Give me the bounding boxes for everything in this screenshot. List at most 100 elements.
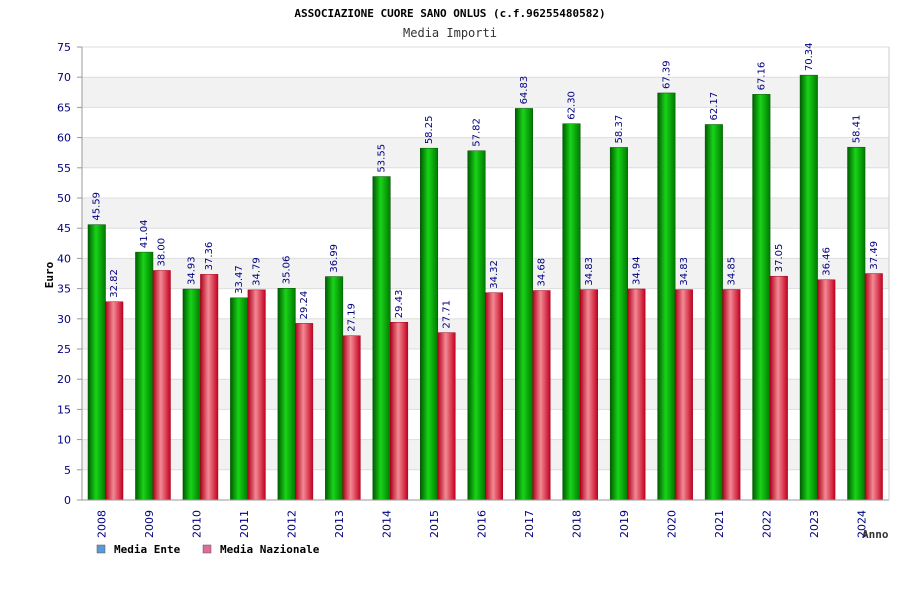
bar-value-label: 34.93: [187, 256, 198, 285]
bar-media-nazionale: [485, 292, 504, 501]
bar-value-label: 58.37: [614, 115, 625, 144]
bar-value-label: 37.05: [774, 244, 785, 273]
y-tick-label: 5: [64, 464, 71, 477]
bar-value-label: 29.43: [394, 290, 405, 319]
bar-value-label: 36.99: [329, 244, 340, 273]
bar-value-label: 34.83: [679, 257, 690, 286]
bar-media-nazionale: [390, 321, 409, 501]
legend-swatch: [96, 544, 106, 554]
bar-value-label: 62.30: [566, 91, 577, 120]
bar-value-label: 58.25: [424, 116, 435, 145]
bar-value-label: 34.85: [726, 257, 737, 286]
axes: [81, 47, 890, 501]
x-tick-label: 2024: [855, 510, 868, 538]
bar-media-ente: [657, 92, 676, 501]
x-tick-label: 2015: [428, 510, 441, 538]
bar-media-ente: [277, 287, 296, 501]
bar-value-label: 34.32: [489, 260, 500, 289]
bar-media-nazionale: [817, 279, 836, 501]
x-tick-label: 2014: [381, 510, 394, 538]
x-tick-label: 2019: [618, 510, 631, 538]
bar-media-nazionale: [579, 289, 598, 501]
bar-media-nazionale: [342, 335, 361, 501]
x-tick-label: 2020: [665, 510, 678, 538]
bar-media-nazionale: [864, 273, 883, 501]
bar-media-ente: [372, 176, 391, 501]
y-tick-label: 25: [57, 343, 71, 356]
bar-value-label: 67.39: [661, 60, 672, 89]
bar-value-label: 27.71: [442, 300, 453, 329]
bar-media-ente: [847, 146, 866, 501]
y-tick-label: 50: [57, 192, 71, 205]
x-tick-label: 2022: [760, 510, 773, 538]
y-tick-label: 45: [57, 222, 71, 235]
y-tick-label: 40: [57, 252, 71, 265]
bar-value-label: 37.49: [869, 241, 880, 270]
legend-swatch: [202, 544, 212, 554]
y-tick-label: 55: [57, 162, 71, 175]
x-tick-label: 2008: [96, 510, 109, 538]
bar-value-label: 58.41: [851, 115, 862, 144]
bar-value-label: 62.17: [709, 92, 720, 121]
x-tick-label: 2016: [476, 510, 489, 538]
bar-value-label: 29.24: [299, 291, 310, 320]
y-tick-label: 20: [57, 373, 71, 386]
y-tick-label: 70: [57, 71, 71, 84]
x-tick-label: 2017: [523, 510, 536, 538]
x-tick-label: 2021: [713, 510, 726, 538]
y-tick-label: 10: [57, 434, 71, 447]
x-axis-label: Anno: [862, 528, 889, 541]
x-tick-label: 2018: [570, 510, 583, 538]
legend-label: Media Ente: [114, 543, 181, 556]
bar-value-label: 27.19: [347, 303, 358, 332]
bar-media-nazionale: [200, 274, 219, 501]
bars: [87, 74, 883, 501]
bar-value-label: 33.47: [234, 265, 245, 294]
bar-media-nazionale: [152, 270, 171, 501]
bar-value-label: 32.82: [109, 269, 120, 298]
legend: Media Ente Media Nazionale: [96, 543, 320, 556]
y-tick-label: 60: [57, 132, 71, 145]
bar-media-ente: [514, 108, 533, 501]
y-tick-label: 30: [57, 313, 71, 326]
bar-media-nazionale: [769, 275, 788, 501]
bar-value-label: 34.68: [536, 258, 547, 287]
bar-media-ente: [467, 150, 486, 501]
bar-value-label: 64.83: [519, 76, 530, 105]
bar-media-nazionale: [247, 289, 266, 501]
bar-value-label: 36.46: [821, 247, 832, 276]
chart-title: ASSOCIAZIONE CUORE SANO ONLUS (c.f.96255…: [294, 7, 605, 20]
bar-media-nazionale: [437, 332, 456, 501]
bar-value-label: 70.34: [804, 43, 815, 72]
bar-media-ente: [135, 251, 154, 501]
y-axis-label: Euro: [43, 261, 56, 288]
bar-media-ente: [230, 297, 249, 501]
bar-value-label: 34.94: [631, 256, 642, 285]
y-tick-label: 75: [57, 41, 71, 54]
legend-label: Media Nazionale: [220, 543, 320, 556]
bar-media-ente: [704, 124, 723, 501]
bar-value-label: 37.36: [204, 242, 215, 271]
bar-value-label: 45.59: [92, 192, 103, 221]
bar-media-ente: [562, 123, 581, 501]
x-tick-label: 2009: [143, 510, 156, 538]
bar-media-nazionale: [674, 289, 693, 501]
bar-media-ente: [182, 288, 201, 501]
bar-media-nazionale: [722, 289, 741, 501]
bar-value-label: 53.55: [377, 144, 388, 173]
bar-media-nazionale: [627, 288, 646, 501]
y-tick-label: 15: [57, 403, 71, 416]
x-tick-label: 2013: [333, 510, 346, 538]
bar-value-label: 35.06: [282, 256, 293, 285]
bar-value-label: 67.16: [756, 62, 767, 91]
value-labels: 45.59 32.82 41.04 38.00 34.93 37.36 33.47 34.79…: [92, 43, 880, 332]
bar-value-label: 41.04: [139, 219, 150, 248]
chart-subtitle: Media Importi: [403, 26, 497, 40]
x-tick-labels: 2008 2009 2010 2011 2012 2013 2014 2015 2016 2017…: [96, 510, 869, 538]
x-tick-label: 2023: [808, 510, 821, 538]
bar-media-ente: [752, 94, 771, 501]
bar-value-label: 38.00: [157, 238, 168, 267]
x-tick-label: 2011: [238, 510, 251, 538]
bar-media-ente: [609, 147, 628, 501]
